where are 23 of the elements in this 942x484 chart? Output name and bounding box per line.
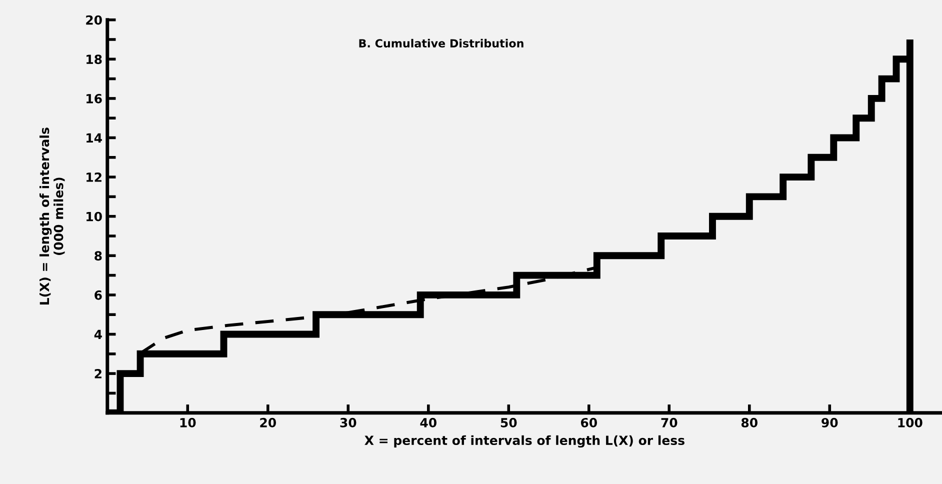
y-tick-label: 2 xyxy=(94,369,102,378)
y-tick-label: 6 xyxy=(94,290,102,300)
x-tick-label: 20 xyxy=(260,418,276,428)
text: B. Cumulative Distribution xyxy=(359,38,524,48)
y-axis-title: L(X) = length of intervals (000 miles) xyxy=(39,128,65,304)
x-tick-label: 100 xyxy=(898,418,922,428)
y-tick-label: 14 xyxy=(86,133,102,142)
y-tick-label: 10 xyxy=(86,212,102,222)
y-tick-label: 16 xyxy=(86,94,102,104)
x-tick-label: 40 xyxy=(420,418,436,428)
y-tick-label: 8 xyxy=(94,251,102,261)
y-tick-label: 20 xyxy=(86,15,102,25)
x-tick-label: 70 xyxy=(661,418,678,428)
x-tick-label: 50 xyxy=(500,418,517,428)
x-tick-label: 90 xyxy=(822,418,838,428)
y-tick-label: 18 xyxy=(86,54,102,64)
y-tick-label: 12 xyxy=(86,172,102,182)
y-tick-label: 4 xyxy=(94,330,102,339)
x-tick-label: 10 xyxy=(180,418,196,428)
x-tick-label: 30 xyxy=(340,418,356,428)
x-axis-title: X = percent of intervals of length L(X) or less xyxy=(364,435,684,448)
x-tick-label: 80 xyxy=(741,418,758,428)
x-tick-label: 60 xyxy=(580,418,597,428)
